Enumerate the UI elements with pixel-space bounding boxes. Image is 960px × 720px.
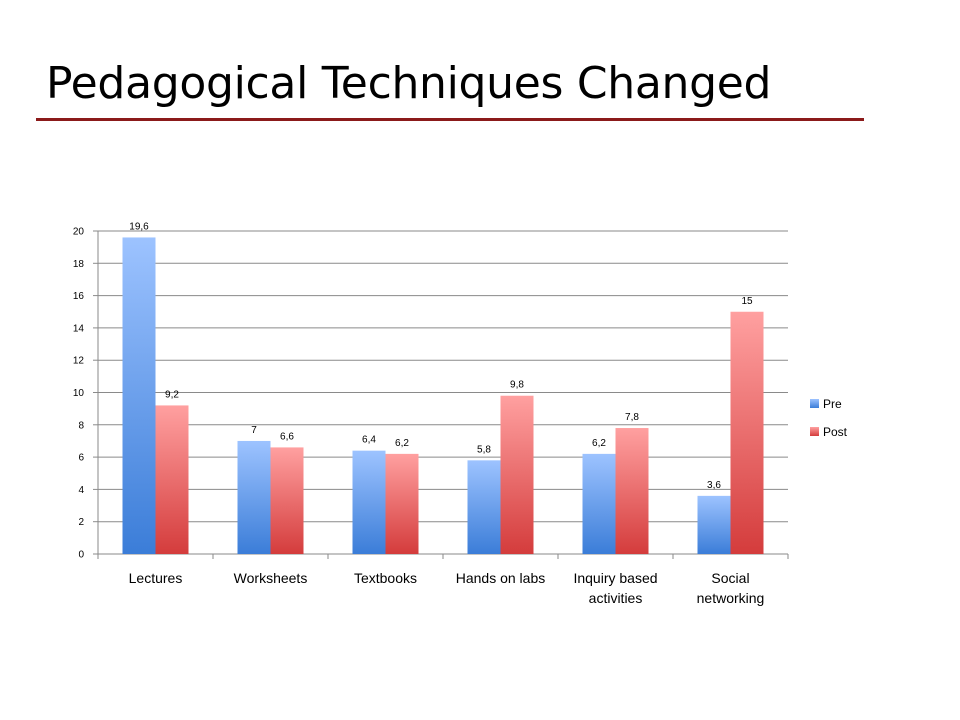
y-tick-label: 20 bbox=[73, 227, 85, 238]
data-label-post-0: 9,2 bbox=[165, 389, 179, 400]
bar-post-0 bbox=[155, 405, 189, 554]
bars bbox=[122, 237, 764, 554]
x-tick-label-line: Hands on labs bbox=[456, 570, 546, 586]
y-tick-label: 16 bbox=[73, 291, 85, 302]
x-tick-label: Inquiry based activities bbox=[573, 570, 657, 606]
bar-post-2 bbox=[385, 453, 419, 554]
data-label-post-3: 9,8 bbox=[510, 380, 524, 391]
x-tick-label-line: Social bbox=[711, 570, 749, 586]
y-tick-label: 8 bbox=[78, 420, 84, 431]
x-tick-label-line: networking bbox=[697, 590, 765, 606]
x-axis-labels: Lectures Worksheets Textbooks Hands on labs… bbox=[129, 570, 765, 606]
legend: Pre Post bbox=[810, 397, 848, 439]
bar-pre-3 bbox=[467, 460, 501, 554]
x-tick-label: Textbooks bbox=[354, 570, 417, 586]
y-tick-label: 14 bbox=[73, 323, 85, 334]
y-tick-label: 6 bbox=[78, 453, 84, 464]
x-tick-label-line: Worksheets bbox=[234, 570, 308, 586]
data-label-post-1: 6,6 bbox=[280, 431, 294, 442]
x-tick-label-line: Inquiry based bbox=[573, 570, 657, 586]
data-label-post-4: 7,8 bbox=[625, 412, 639, 423]
data-label-pre-0: 19,6 bbox=[129, 221, 149, 232]
bar-pre-5 bbox=[697, 495, 731, 554]
data-label-post-2: 6,2 bbox=[395, 438, 409, 449]
legend-swatch-pre bbox=[810, 399, 819, 408]
data-label-post-5: 15 bbox=[741, 296, 753, 307]
bar-post-4 bbox=[615, 428, 649, 554]
bar-pre-1 bbox=[237, 440, 271, 554]
y-tick-label: 4 bbox=[78, 485, 84, 496]
x-tick-label-line: Lectures bbox=[129, 570, 183, 586]
data-label-pre-3: 5,8 bbox=[477, 444, 491, 455]
x-tick-label-line: activities bbox=[589, 590, 643, 606]
x-tick-label: Social networking bbox=[697, 570, 765, 606]
y-tick-label: 0 bbox=[78, 550, 84, 561]
data-labels: 19,6 9,2 7 6,6 6,4 6,2 5,8 9,8 6,2 7,8 3,6 15 bbox=[129, 221, 753, 490]
y-axis-ticks: 0 2 4 6 8 10 12 14 16 18 20 bbox=[73, 227, 85, 561]
bar-post-5 bbox=[730, 311, 764, 554]
data-label-pre-1: 7 bbox=[251, 425, 257, 436]
data-label-pre-5: 3,6 bbox=[707, 480, 721, 491]
x-tick-label-line: Textbooks bbox=[354, 570, 417, 586]
bar-pre-2 bbox=[352, 450, 386, 554]
x-tick-label: Hands on labs bbox=[456, 570, 546, 586]
title-underline bbox=[36, 118, 864, 121]
y-tick-label: 10 bbox=[73, 388, 85, 399]
gridlines bbox=[93, 230, 789, 559]
bar-post-3 bbox=[500, 395, 534, 554]
slide-title: Pedagogical Techniques Changed bbox=[46, 58, 772, 109]
bar-post-1 bbox=[270, 447, 304, 554]
y-tick-label: 12 bbox=[73, 356, 85, 367]
legend-swatch-post bbox=[810, 427, 819, 436]
legend-label-post: Post bbox=[823, 425, 848, 439]
legend-label-pre: Pre bbox=[823, 397, 842, 411]
bar-pre-0 bbox=[122, 237, 156, 554]
x-tick-label: Worksheets bbox=[234, 570, 308, 586]
x-tick-label: Lectures bbox=[129, 570, 183, 586]
bar-pre-4 bbox=[582, 453, 616, 554]
y-tick-label: 18 bbox=[73, 259, 85, 270]
data-label-pre-2: 6,4 bbox=[362, 435, 376, 446]
y-tick-label: 2 bbox=[78, 517, 84, 528]
data-label-pre-4: 6,2 bbox=[592, 438, 606, 449]
